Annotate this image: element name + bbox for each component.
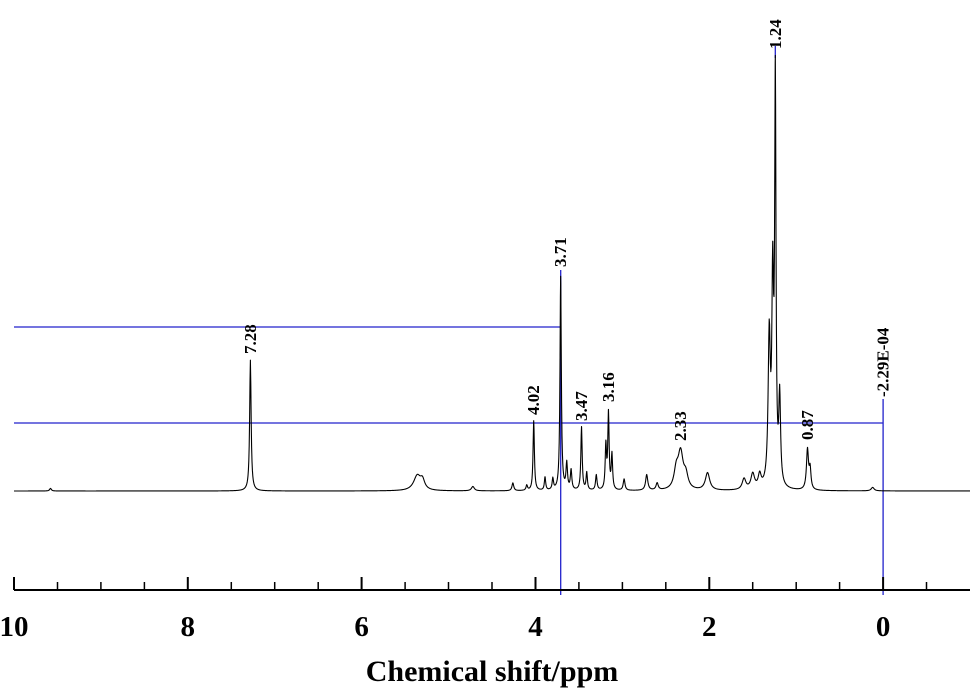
x-axis-tick-label: 6 — [354, 611, 369, 643]
peak-label: 3.16 — [599, 372, 618, 402]
peak-label: 1.24 — [766, 19, 785, 49]
spectrum-line — [13, 54, 971, 492]
spectrum-trace — [13, 54, 971, 492]
vertical-guide-lines — [560, 46, 884, 595]
x-axis: 10 8 6 4 2 0 — [0, 577, 970, 643]
x-axis-tick-label: 0 — [876, 611, 891, 643]
x-axis-tick-label: 4 — [528, 611, 543, 643]
horizontal-guide-lines — [14, 326, 884, 424]
peak-label: 2.33 — [671, 411, 690, 441]
peak-label: -2.29E-04 — [874, 327, 893, 397]
x-axis-tick-label: 8 — [181, 611, 196, 643]
peak-label: 3.47 — [572, 391, 591, 421]
peak-label: 7.28 — [241, 324, 260, 354]
peak-label: 0.87 — [798, 410, 817, 440]
peak-labels: 7.28 4.02 3.71 3.47 3.16 2.33 1.24 0.87 -2.29E-0… — [241, 19, 893, 441]
peak-label: 4.02 — [524, 385, 543, 415]
x-axis-tick-label: 10 — [0, 611, 29, 643]
peak-label: 3.71 — [551, 237, 570, 267]
x-axis-tick-label: 2 — [702, 611, 717, 643]
x-axis-title: Chemical shift/ppm — [366, 655, 619, 688]
